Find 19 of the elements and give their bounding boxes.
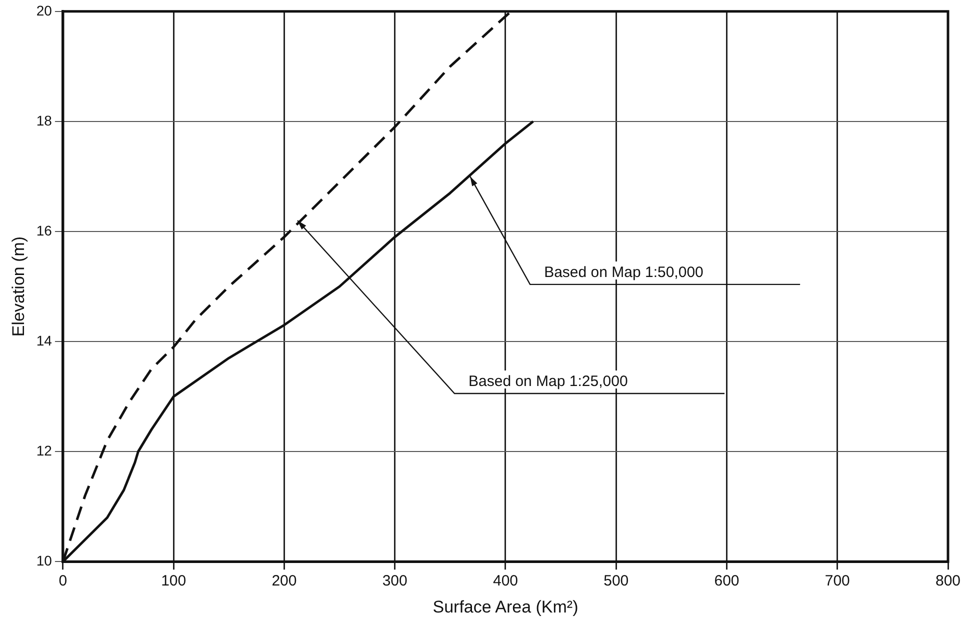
x-tick-label: 100 — [161, 572, 186, 590]
x-tick-label: 0 — [58, 572, 68, 590]
y-tick-label: 18 — [36, 112, 52, 128]
annotation: Based on Map 1:50,000 — [544, 264, 704, 282]
x-tick-label: 400 — [492, 572, 518, 590]
x-tick-label: 600 — [714, 572, 740, 590]
y-tick-label: 14 — [36, 332, 52, 348]
y-axis-title: Elevation (m) — [8, 236, 28, 337]
y-tick-label: 16 — [36, 222, 52, 238]
y-tick-label: 10 — [36, 552, 52, 568]
y-tick-label: 12 — [36, 442, 52, 458]
x-tick-label: 500 — [604, 572, 629, 590]
x-tick-label: 800 — [935, 572, 961, 590]
x-tick-label: 300 — [382, 572, 408, 590]
x-tick-label: 200 — [272, 572, 297, 590]
x-tick-label: 700 — [824, 572, 850, 590]
x-axis-title: Surface Area (Km²) — [432, 597, 578, 616]
annotation: Based on Map 1:25,000 — [468, 373, 628, 390]
y-tick-label: 20 — [36, 2, 52, 18]
